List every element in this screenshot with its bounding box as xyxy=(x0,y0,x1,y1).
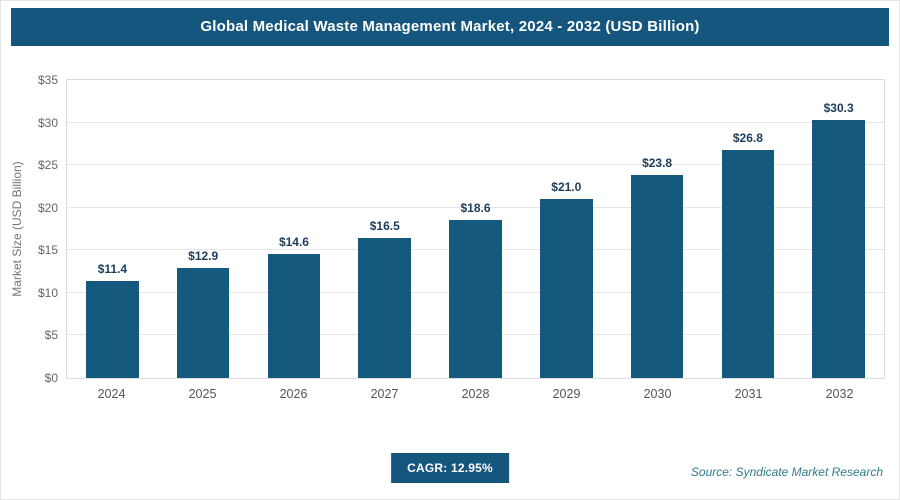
bar xyxy=(630,175,684,378)
chart-area: Market Size (USD Billion) $11.4 $12.9 $14.… xyxy=(1,73,899,411)
bar-value-label: $12.9 xyxy=(188,249,219,264)
cagr-badge: CAGR: 12.95% xyxy=(391,453,509,483)
bar xyxy=(267,253,321,378)
bar xyxy=(539,199,593,378)
bar-slot: $23.8 xyxy=(612,80,703,378)
y-tick-label: $30 xyxy=(37,115,58,130)
bar xyxy=(812,120,865,378)
bar-value-label: $18.6 xyxy=(460,200,491,215)
x-tick-label: 2032 xyxy=(825,387,854,401)
y-tick-label: $25 xyxy=(37,158,58,173)
bar-slot: $16.5 xyxy=(339,80,430,378)
x-tick-label: 2027 xyxy=(370,387,399,401)
bar-slot: $18.6 xyxy=(430,80,521,378)
y-axis-title: Market Size (USD Billion) xyxy=(10,161,24,297)
x-tick-label: 2028 xyxy=(461,387,490,401)
gridline xyxy=(67,164,884,166)
y-tick-label: $15 xyxy=(37,243,58,258)
bar-slot: $11.4 xyxy=(67,80,158,378)
y-tick-label: $0 xyxy=(44,371,58,385)
bar-value-label: $26.8 xyxy=(732,130,763,145)
bar-value-label: $21.0 xyxy=(551,180,582,195)
bar xyxy=(86,280,139,378)
bar-value-label: $11.4 xyxy=(97,261,128,276)
bar-value-label: $30.3 xyxy=(823,101,854,116)
y-tick-label: $5 xyxy=(44,328,58,343)
x-tick-label: 2026 xyxy=(279,387,308,401)
x-tick-label: 2029 xyxy=(552,387,581,401)
gridline xyxy=(67,206,884,208)
bar-slot: $12.9 xyxy=(158,80,249,378)
x-axis-labels: 2024 2025 2026 2027 2028 2029 2030 2031 2032 xyxy=(66,387,885,401)
x-tick-label: 2031 xyxy=(734,387,763,401)
x-tick-label: 2024 xyxy=(97,387,126,401)
bar-slot: $26.8 xyxy=(702,80,793,378)
bar-slot: $21.0 xyxy=(521,80,612,378)
x-tick-label: 2025 xyxy=(188,387,217,401)
bar-value-label: $14.6 xyxy=(278,234,309,249)
bar xyxy=(449,219,502,378)
bar-value-label: $16.5 xyxy=(369,218,400,233)
gridline xyxy=(67,121,884,123)
bar xyxy=(358,237,412,378)
y-tick-label: $20 xyxy=(37,200,58,215)
bar xyxy=(176,268,230,378)
plot-area: $11.4 $12.9 $14.6 $16.5 $18.6 $21.0 $23.8 $26.8… xyxy=(38,73,885,385)
source-attribution: Source: Syndicate Market Research xyxy=(690,465,883,479)
y-tick-label: $10 xyxy=(37,285,58,300)
bar xyxy=(721,149,775,378)
bar-value-label: $23.8 xyxy=(642,156,673,171)
bar-slot: $30.3 xyxy=(793,80,884,378)
bar-slot: $14.6 xyxy=(249,80,340,378)
chart-title: Global Medical Waste Management Market, … xyxy=(11,8,889,46)
bars-row: $11.4 $12.9 $14.6 $16.5 $18.6 $21.0 $23.8 $26.8… xyxy=(67,80,884,378)
y-tick-label: $35 xyxy=(37,73,58,87)
x-tick-label: 2030 xyxy=(643,387,672,401)
chart-footer: CAGR: 12.95% Source: Syndicate Market Re… xyxy=(1,441,899,499)
